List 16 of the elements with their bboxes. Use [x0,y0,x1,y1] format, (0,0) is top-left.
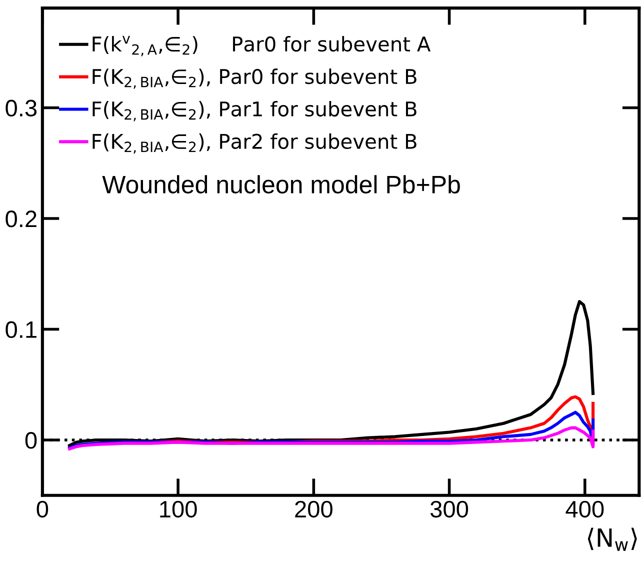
legend-label: F(K$_{2,BIA}$,∈$_{2}$), Par2 for subevent B [92,133,416,154]
y-tick-label: 0.2 [6,210,36,228]
x-tick-label: 100 [160,500,197,518]
line-series [68,426,595,450]
y-tick-label: 0.1 [6,321,36,338]
legend-label: F(K$_{2,BIA}$,∈$_{2}$), Par1 for subevent B [92,100,416,122]
x-tick-label: 300 [430,500,468,518]
x-tick-label: 400 [566,500,604,518]
legend-label: F(K$_{2,BIA}$,∈$_{2}$), Par0 for subevent B [92,68,416,89]
x-axis-title: ⟨N$_{w}$⟩ [588,528,637,551]
y-tick-label: 0 [25,432,37,449]
legend-label: F(k$^{v}$$_{2,A}$,∈$_{2}$) Par0 for subevent A [92,36,431,56]
x-tick-label: 200 [295,500,332,518]
annotation: Wounded nucleon model Pb+Pb [102,175,460,194]
y-tick-label: 0.3 [6,100,37,117]
x-tick-label: 0 [36,500,48,518]
